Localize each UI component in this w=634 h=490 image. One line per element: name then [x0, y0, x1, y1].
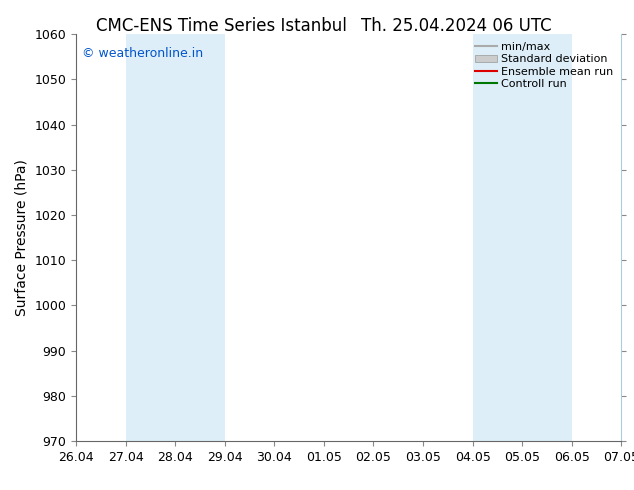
Bar — [126, 34, 225, 441]
Text: © weatheronline.in: © weatheronline.in — [82, 47, 203, 59]
Bar — [472, 34, 572, 441]
Y-axis label: Surface Pressure (hPa): Surface Pressure (hPa) — [15, 159, 29, 316]
Text: CMC-ENS Time Series Istanbul: CMC-ENS Time Series Istanbul — [96, 17, 347, 35]
Legend: min/max, Standard deviation, Ensemble mean run, Controll run: min/max, Standard deviation, Ensemble me… — [470, 38, 618, 93]
Text: Th. 25.04.2024 06 UTC: Th. 25.04.2024 06 UTC — [361, 17, 552, 35]
